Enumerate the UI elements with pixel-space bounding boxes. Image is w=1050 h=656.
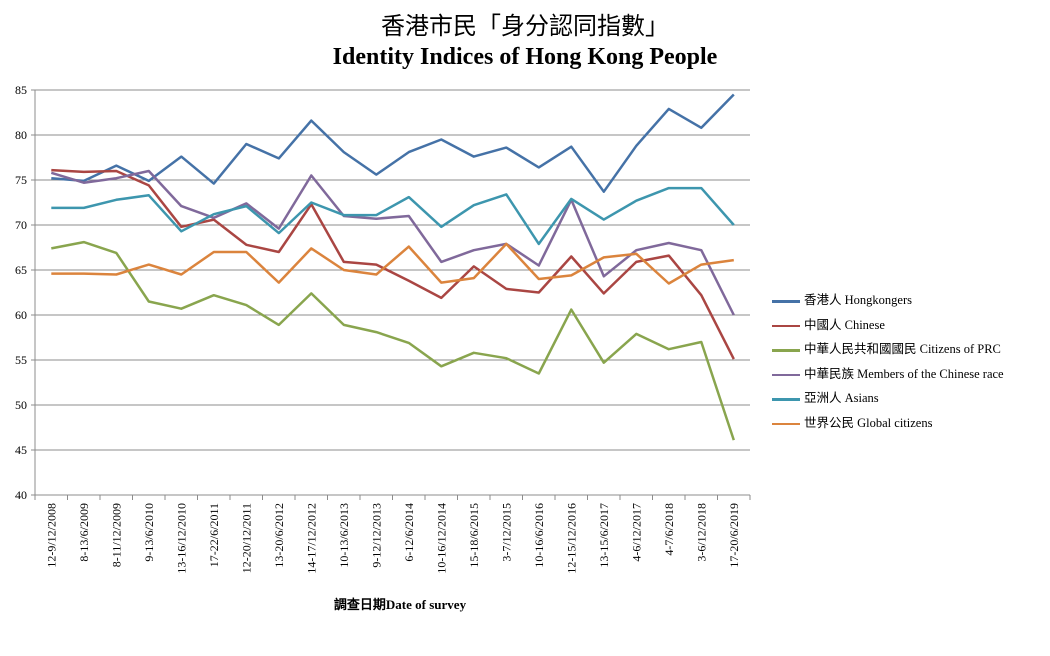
legend-label: 中華人民共和國國民 Citizens of PRC [804,342,1001,356]
y-tick-label: 60 [15,308,27,322]
y-tick-label: 65 [15,263,27,277]
chart-title-english: Identity Indices of Hong Kong People [332,44,718,70]
legend-swatch [772,349,800,352]
x-tick-label: 12-9/12/2008 [44,503,58,568]
x-axis-label: 調查日期Date of survey [333,597,467,612]
y-tick-label: 80 [15,128,27,142]
chart-title-chinese: 香港市民「身分認同指數」 [381,14,669,40]
legend-swatch [772,300,800,303]
x-tick-label: 3-7/12/2015 [499,503,513,562]
legend-label: 中華民族 Members of the Chinese race [804,366,1004,381]
series-line-6 [51,242,734,285]
x-tick-label: 8-11/12/2009 [109,503,123,567]
y-tick-label: 70 [15,218,27,232]
x-tick-label: 15-18/6/2015 [467,503,481,568]
x-tick-label: 13-15/6/2017 [597,503,611,568]
x-tick-label: 10-16/6/2016 [532,503,546,568]
x-tick-label: 6-12/6/2014 [402,503,416,562]
x-tick-label: 4-6/12/2017 [629,503,643,562]
series-line-1 [51,93,735,193]
x-tick-label: 10-13/6/2013 [337,503,351,568]
y-tick-label: 85 [15,83,27,97]
x-tick-label: 10-16/12/2014 [434,503,448,574]
x-tick-label: 13-16/12/2010 [174,503,188,574]
series-line-2 [51,168,735,360]
x-tick-label: 12-15/12/2016 [564,503,578,574]
series-line-4 [50,169,735,316]
y-tick-label: 45 [15,443,27,457]
legend-label: 香港人 Hongkongers [804,293,912,307]
legend-swatch [772,398,800,401]
legend-label: 中國人 Chinese [804,317,885,332]
x-tick-label: 13-20/6/2012 [272,503,286,568]
x-tick-label: 14-17/12/2012 [304,503,318,574]
legend-label: 世界公民 Global citizens [804,415,933,430]
legend-swatch [772,373,800,376]
y-tick-label: 40 [15,488,27,502]
x-tick-label: 17-22/6/2011 [207,503,221,567]
x-tick-label: 17-20/6/2019 [727,503,741,568]
x-tick-label: 3-6/12/2018 [694,503,708,562]
x-tick-label: 12-20/12/2011 [239,503,253,573]
legend-label: 亞洲人 Asians [804,391,879,405]
x-tick-label: 9-13/6/2010 [142,503,156,562]
x-tick-label: 8-13/6/2009 [77,503,91,562]
legend-swatch [772,422,800,425]
y-tick-label: 55 [15,353,27,367]
y-tick-label: 75 [15,173,27,187]
series-line-5 [51,186,735,246]
y-tick-label: 50 [15,398,27,412]
legend-swatch [772,324,800,327]
x-tick-label: 9-12/12/2013 [369,503,383,568]
x-tick-label: 4-7/6/2018 [662,503,676,556]
series-line-3 [51,240,735,441]
